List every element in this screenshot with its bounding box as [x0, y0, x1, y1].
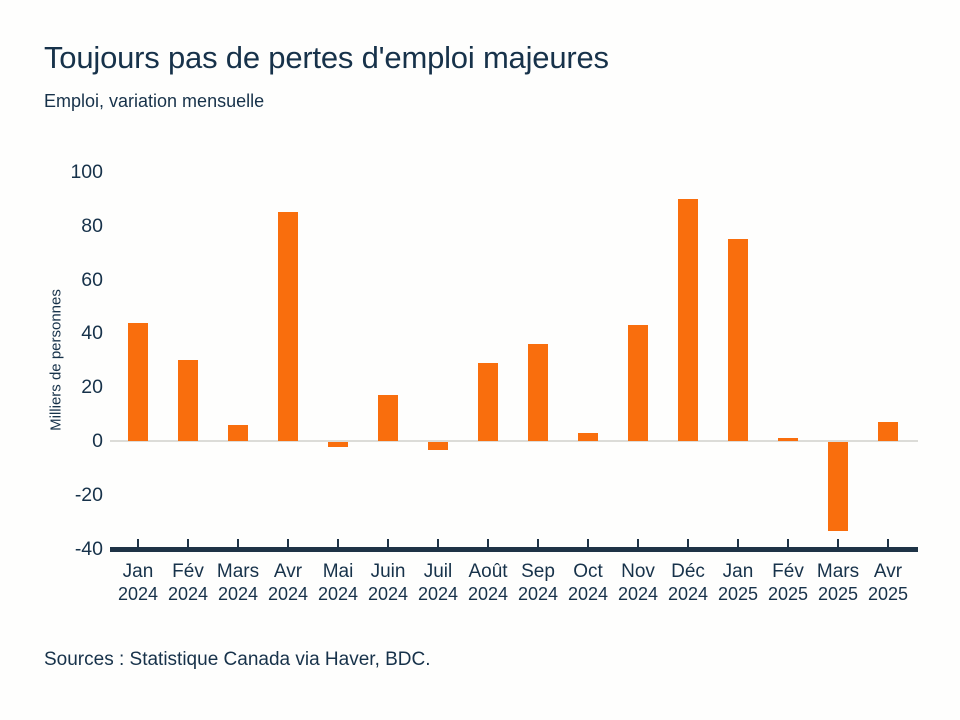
bar	[678, 198, 698, 441]
x-tick-label-month: Jan	[722, 561, 754, 582]
x-tick-label-month: Jan	[122, 561, 154, 582]
x-tick-label-month: Juin	[370, 561, 406, 582]
x-tick-label-year: 2025	[867, 584, 909, 604]
x-tick-label: Nov 2024	[606, 560, 670, 606]
x-tick-label: Sep 2024	[506, 560, 570, 606]
bar	[328, 442, 348, 448]
x-tick-label-year: 2025	[817, 584, 859, 604]
x-tick-label: Août 2024	[456, 560, 520, 606]
x-tick-label: Avr 2024	[256, 560, 320, 606]
x-tick-label-year: 2024	[667, 584, 709, 604]
x-tick-mark	[237, 539, 239, 547]
bar	[778, 438, 798, 441]
x-tick-label-month: Nov	[621, 561, 655, 582]
x-tick-label-month: Avr	[273, 561, 303, 582]
bar	[528, 344, 548, 441]
x-tick-label-month: Oct	[573, 561, 603, 582]
y-tick-label: 20	[81, 376, 103, 399]
x-tick-label-year: 2024	[367, 584, 409, 604]
x-tick-label-month: Déc	[671, 561, 705, 582]
x-tick-mark	[337, 539, 339, 547]
x-tick-mark	[637, 539, 639, 547]
x-tick-label-year: 2024	[567, 584, 609, 604]
bar	[278, 212, 298, 441]
x-tick-label: Fév 2024	[156, 560, 220, 606]
x-tick-label-month: Sep	[521, 561, 555, 582]
x-tick-mark	[587, 539, 589, 547]
x-tick-label-month: Mai	[322, 561, 354, 582]
x-tick-label-month: Mars	[816, 561, 860, 582]
bar	[478, 362, 498, 441]
y-tick-label: 40	[81, 322, 103, 345]
x-tick-mark	[687, 539, 689, 547]
x-tick-label: Avr 2025	[856, 560, 920, 606]
x-tick-mark	[287, 539, 289, 547]
x-tick-label: Jan 2025	[706, 560, 770, 606]
x-tick-label: Mai 2024	[306, 560, 370, 606]
x-tick-label: Mars 2025	[806, 560, 870, 606]
y-tick-label: 60	[81, 268, 103, 291]
x-tick-label-year: 2024	[417, 584, 459, 604]
x-tick-label-year: 2025	[717, 584, 759, 604]
x-tick-mark	[787, 539, 789, 547]
x-tick-mark	[537, 539, 539, 547]
x-tick-label: Juin 2024	[356, 560, 420, 606]
bar	[428, 442, 448, 451]
y-tick-label: -20	[74, 483, 103, 506]
bar	[628, 325, 648, 441]
source-note: Sources : Statistique Canada via Haver, …	[44, 649, 431, 670]
x-axis-line	[110, 547, 918, 552]
x-tick-label: Mars 2024	[206, 560, 270, 606]
x-tick-label: Déc 2024	[656, 560, 720, 606]
x-tick-mark	[137, 539, 139, 547]
x-tick-label: Jan 2024	[106, 560, 170, 606]
chart-title: Toujours pas de pertes d'emploi majeures	[44, 40, 609, 75]
x-tick-label-month: Mars	[216, 561, 260, 582]
bar	[228, 424, 248, 441]
bar	[178, 360, 198, 441]
x-tick-label: Oct 2024	[556, 560, 620, 606]
y-tick-label: 0	[92, 430, 103, 452]
y-tick-label: -40	[74, 537, 103, 560]
bar	[728, 239, 748, 441]
x-tick-mark	[837, 539, 839, 547]
x-tick-label-year: 2024	[117, 584, 159, 604]
x-tick-label-year: 2024	[517, 584, 559, 604]
bar	[578, 432, 598, 441]
bar	[878, 422, 898, 441]
x-tick-mark	[887, 539, 889, 547]
x-tick-label-month: Fév	[172, 561, 204, 582]
x-tick-mark	[187, 539, 189, 547]
x-tick-label-year: 2024	[217, 584, 259, 604]
zero-gridline	[110, 440, 918, 442]
x-tick-label-year: 2024	[617, 584, 659, 604]
bar	[828, 442, 848, 531]
x-tick-mark	[387, 539, 389, 547]
x-tick-label-year: 2025	[767, 584, 809, 604]
x-tick-label-month: Juil	[423, 561, 453, 582]
y-tick-label: 80	[81, 214, 103, 237]
chart-subtitle: Emploi, variation mensuelle	[44, 91, 265, 111]
x-tick-mark	[737, 539, 739, 547]
x-tick-label-month: Août	[468, 561, 508, 582]
x-tick-label-month: Fév	[772, 561, 804, 582]
bar	[128, 322, 148, 441]
y-tick-label: 100	[70, 161, 103, 183]
x-tick-label-year: 2024	[317, 584, 359, 604]
y-axis-title: Milliers de personnes	[47, 289, 65, 431]
x-tick-label-month: Avr	[873, 561, 903, 582]
x-tick-mark	[437, 539, 439, 547]
x-tick-mark	[487, 539, 489, 547]
x-tick-label: Juil 2024	[406, 560, 470, 606]
x-tick-label: Fév 2025	[756, 560, 820, 606]
x-tick-label-year: 2024	[167, 584, 209, 604]
bar	[378, 395, 398, 441]
x-tick-label-year: 2024	[267, 584, 309, 604]
x-tick-label-year: 2024	[467, 584, 509, 604]
